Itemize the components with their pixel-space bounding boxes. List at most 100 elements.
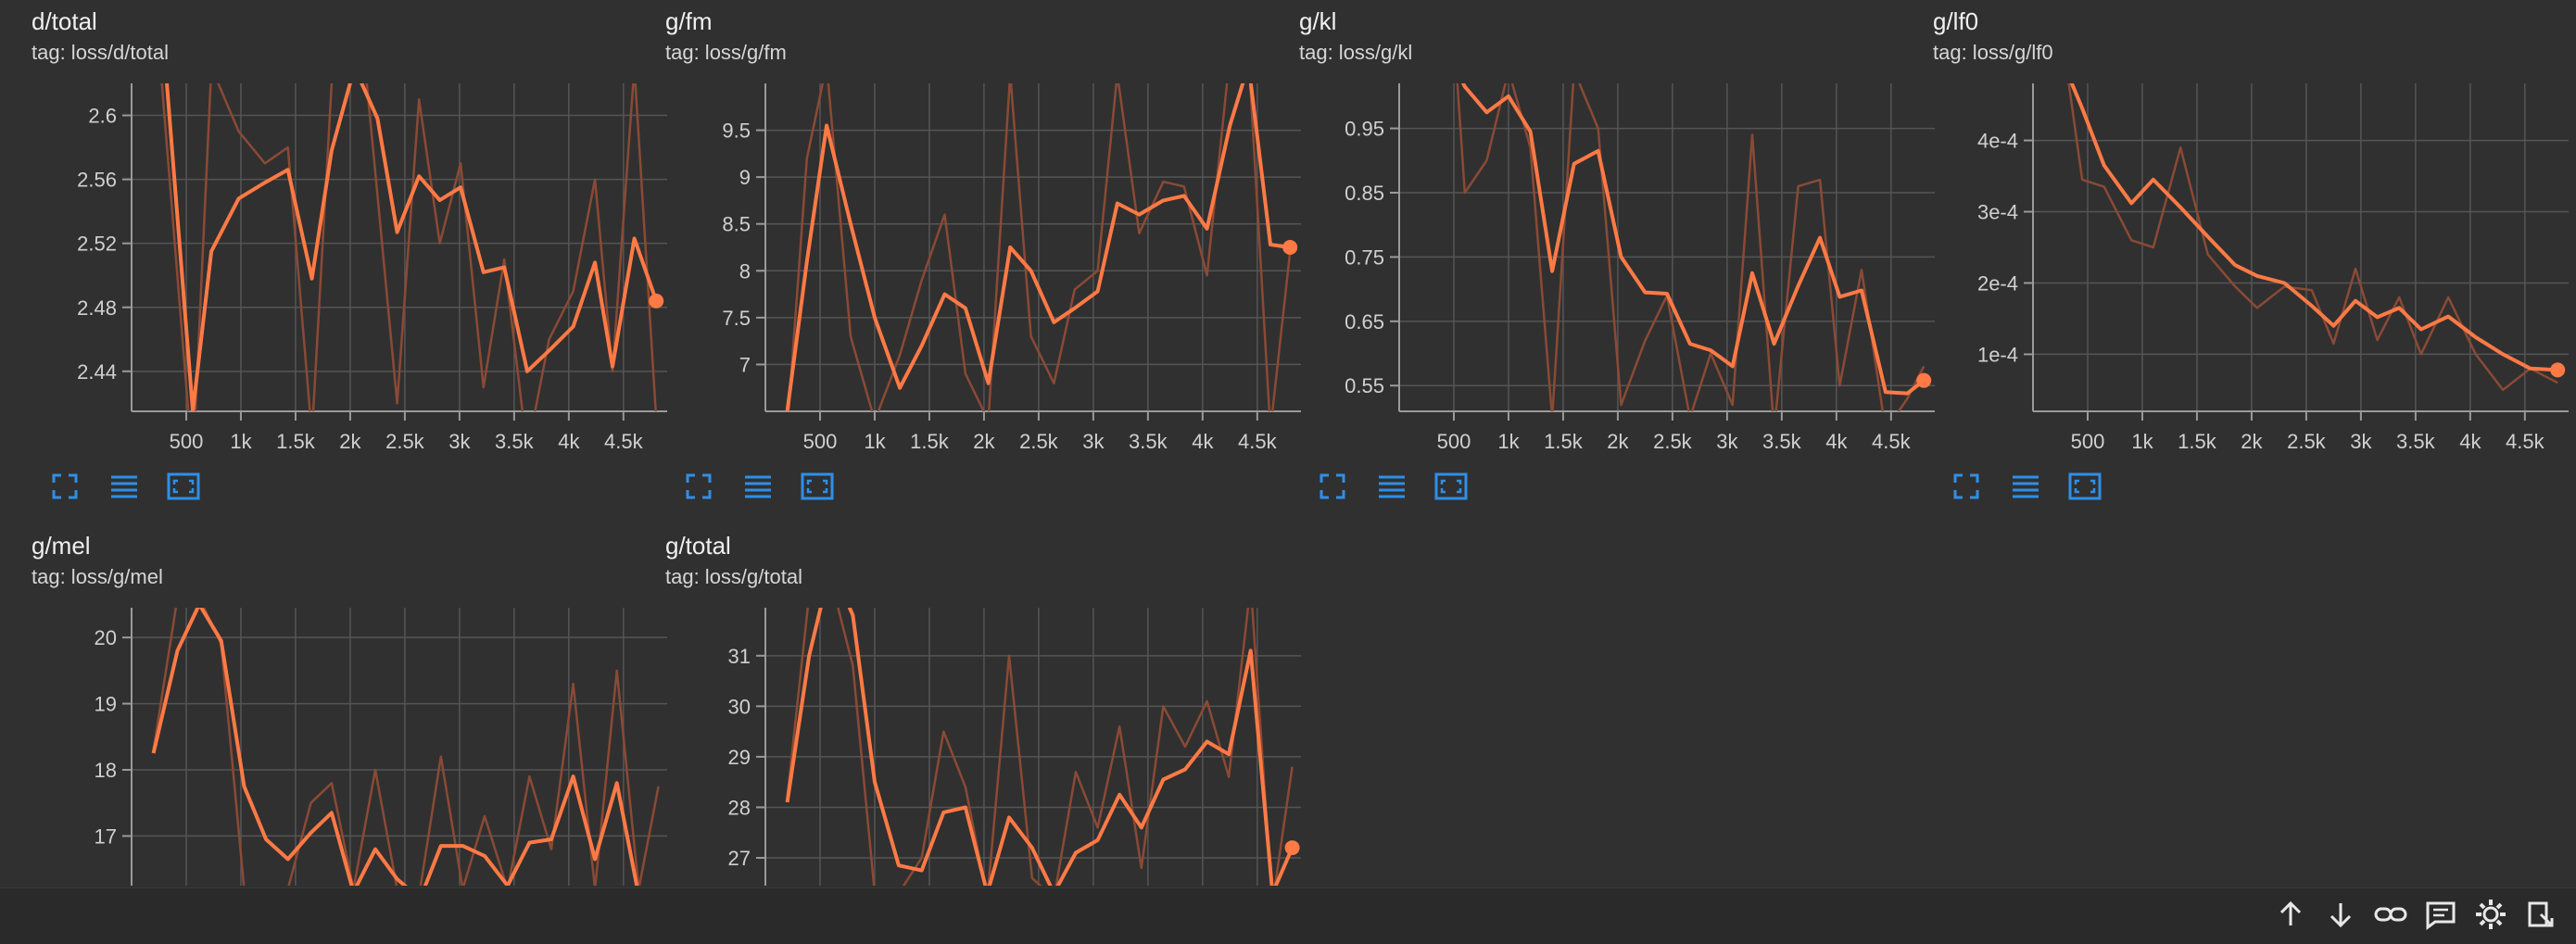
fullscreen-icon[interactable] <box>46 468 83 505</box>
raw-series-line <box>160 83 657 411</box>
x-tick-label: 1k <box>230 430 252 453</box>
chart-card-d-total: d/total tag: loss/d/total 2.44 2.48 2.52 2.… <box>32 7 667 508</box>
data-table-icon[interactable] <box>1373 468 1410 505</box>
x-tick-label: 3k <box>1082 430 1105 453</box>
x-tick-label: 500 <box>803 430 838 453</box>
y-tick-label: 19 <box>95 693 117 716</box>
y-tick-label: 2.48 <box>77 296 117 320</box>
line-chart[interactable]: 17 18 19 20 <box>32 532 667 887</box>
x-tick-label: 2k <box>1607 430 1629 453</box>
last-point-marker <box>1284 840 1300 856</box>
chart-title: g/lf0 <box>1933 7 1979 35</box>
y-tick-label: 0.95 <box>1345 118 1384 141</box>
smoothed-series-line <box>165 83 659 411</box>
x-tick-label: 4k <box>1192 430 1214 453</box>
x-tick-label: 2.5k <box>1653 430 1693 453</box>
x-tick-label: 3.5k <box>495 430 535 453</box>
x-tick-label: 1k <box>2131 430 2153 453</box>
fullscreen-icon[interactable] <box>1314 468 1351 505</box>
arrow-down-icon[interactable] <box>2322 896 2359 933</box>
y-tick-label: 8.5 <box>722 213 751 236</box>
x-tick-label: 4k <box>2459 430 2481 453</box>
chart-tag: tag: loss/g/mel <box>32 565 163 588</box>
chart-tag: tag: loss/g/lf0 <box>1933 41 2053 64</box>
line-chart[interactable]: 7 7.5 8 8.5 9 9.5 500 1k 1.5k 2k 2.5k 3k 3.5k 4k 4.5k <box>665 7 1301 471</box>
y-tick-label: 7.5 <box>722 307 751 330</box>
grid-lines <box>2033 83 2569 411</box>
last-point-marker <box>1282 240 1298 255</box>
fit-domain-icon[interactable] <box>165 468 202 505</box>
y-tick-label: 28 <box>728 796 751 819</box>
arrow-up-icon[interactable] <box>2272 896 2309 933</box>
x-tick-label: 3.5k <box>1762 430 1802 453</box>
chart-card-g-kl: g/kl tag: loss/g/kl 0.55 0.65 0.75 0.85 0.95… <box>1299 7 1935 508</box>
chart-toolbar <box>1314 468 1490 505</box>
fullscreen-icon[interactable] <box>1948 468 1985 505</box>
last-point-marker <box>2550 362 2566 378</box>
smoothed-series-line <box>2069 83 2558 372</box>
x-tick-label: 2.5k <box>1019 430 1059 453</box>
data-table-icon[interactable] <box>106 468 143 505</box>
last-point-marker <box>649 293 664 308</box>
y-tick-label: 4e-4 <box>1977 130 2018 153</box>
chart-tag: tag: loss/g/total <box>665 565 802 588</box>
link-icon[interactable] <box>2372 896 2409 933</box>
x-tick-label: 4k <box>558 430 580 453</box>
fullscreen-icon[interactable] <box>680 468 717 505</box>
chart-toolbar <box>1948 468 2124 505</box>
line-chart[interactable]: 2.44 2.48 2.52 2.56 2.6 500 1k 1.5k 2k 2.5k 3k 3.5k… <box>32 7 667 471</box>
x-tick-label: 3.5k <box>1129 430 1168 453</box>
fit-domain-icon[interactable] <box>799 468 836 505</box>
x-tick-label: 500 <box>2071 430 2105 453</box>
y-tick-label: 9.5 <box>722 120 751 143</box>
y-tick-label: 29 <box>728 746 751 769</box>
y-tick-label: 2.6 <box>88 105 117 128</box>
chart-title: g/total <box>665 532 731 560</box>
x-tick-label: 2k <box>2241 430 2263 453</box>
line-chart[interactable]: 1e-4 2e-4 3e-4 4e-4 500 1k 1.5k 2k 2.5k 3k 3.5k 4k 4… <box>1933 7 2569 471</box>
y-tick-label: 1e-4 <box>1977 343 2018 366</box>
chart-tag: tag: loss/d/total <box>32 41 169 64</box>
raw-series-line <box>2067 83 2558 392</box>
y-tick-label: 17 <box>95 824 117 848</box>
grid-lines <box>1399 83 1935 411</box>
raw-series-line <box>787 83 1292 411</box>
smoothed-series-line <box>151 608 639 886</box>
raw-series-line <box>1456 83 1926 411</box>
x-tick-label: 1.5k <box>276 430 316 453</box>
y-tick-label: 0.75 <box>1345 245 1384 269</box>
data-table-icon[interactable] <box>739 468 777 505</box>
expand-icon[interactable] <box>2522 896 2559 933</box>
fit-domain-icon[interactable] <box>2066 468 2103 505</box>
y-tick-label: 20 <box>95 626 117 649</box>
chart-tag: tag: loss/g/fm <box>665 41 787 64</box>
comment-icon[interactable] <box>2422 896 2459 933</box>
y-tick-label: 30 <box>728 695 751 718</box>
chart-card-g-fm: g/fm tag: loss/g/fm 7 7.5 8 8.5 9 9.5 500 1k 1.5… <box>665 7 1301 508</box>
chart-toolbar <box>46 468 222 505</box>
settings-icon[interactable] <box>2472 896 2509 933</box>
smoothed-series-line <box>785 608 1294 886</box>
line-chart[interactable]: 0.55 0.65 0.75 0.85 0.95 500 1k 1.5k 2k 2.5k 3k 3.5… <box>1299 7 1935 471</box>
chart-title: g/fm <box>665 7 713 35</box>
grid-lines <box>765 608 1301 886</box>
x-tick-label: 2.5k <box>2287 430 2327 453</box>
x-tick-label: 3.5k <box>2396 430 2436 453</box>
x-tick-label: 1.5k <box>910 430 950 453</box>
chart-title: g/kl <box>1299 7 1337 35</box>
y-tick-label: 27 <box>728 847 751 870</box>
fit-domain-icon[interactable] <box>1433 468 1470 505</box>
line-chart[interactable]: 27 28 29 30 31 <box>665 532 1301 887</box>
smoothed-series-line <box>785 83 1291 411</box>
y-tick-label: 0.65 <box>1345 310 1384 334</box>
chart-card-g-lf0: g/lf0 tag: loss/g/lf0 1e-4 2e-4 3e-4 4e-4 50… <box>1933 7 2569 508</box>
x-tick-label: 4.5k <box>2506 430 2545 453</box>
y-tick-label: 0.85 <box>1345 182 1384 205</box>
y-tick-label: 2.56 <box>77 169 117 192</box>
last-point-marker <box>1916 372 1932 388</box>
x-tick-label: 4.5k <box>604 430 644 453</box>
data-table-icon[interactable] <box>2007 468 2044 505</box>
x-tick-label: 4.5k <box>1872 430 1912 453</box>
x-tick-label: 500 <box>170 430 204 453</box>
y-tick-label: 18 <box>95 759 117 782</box>
